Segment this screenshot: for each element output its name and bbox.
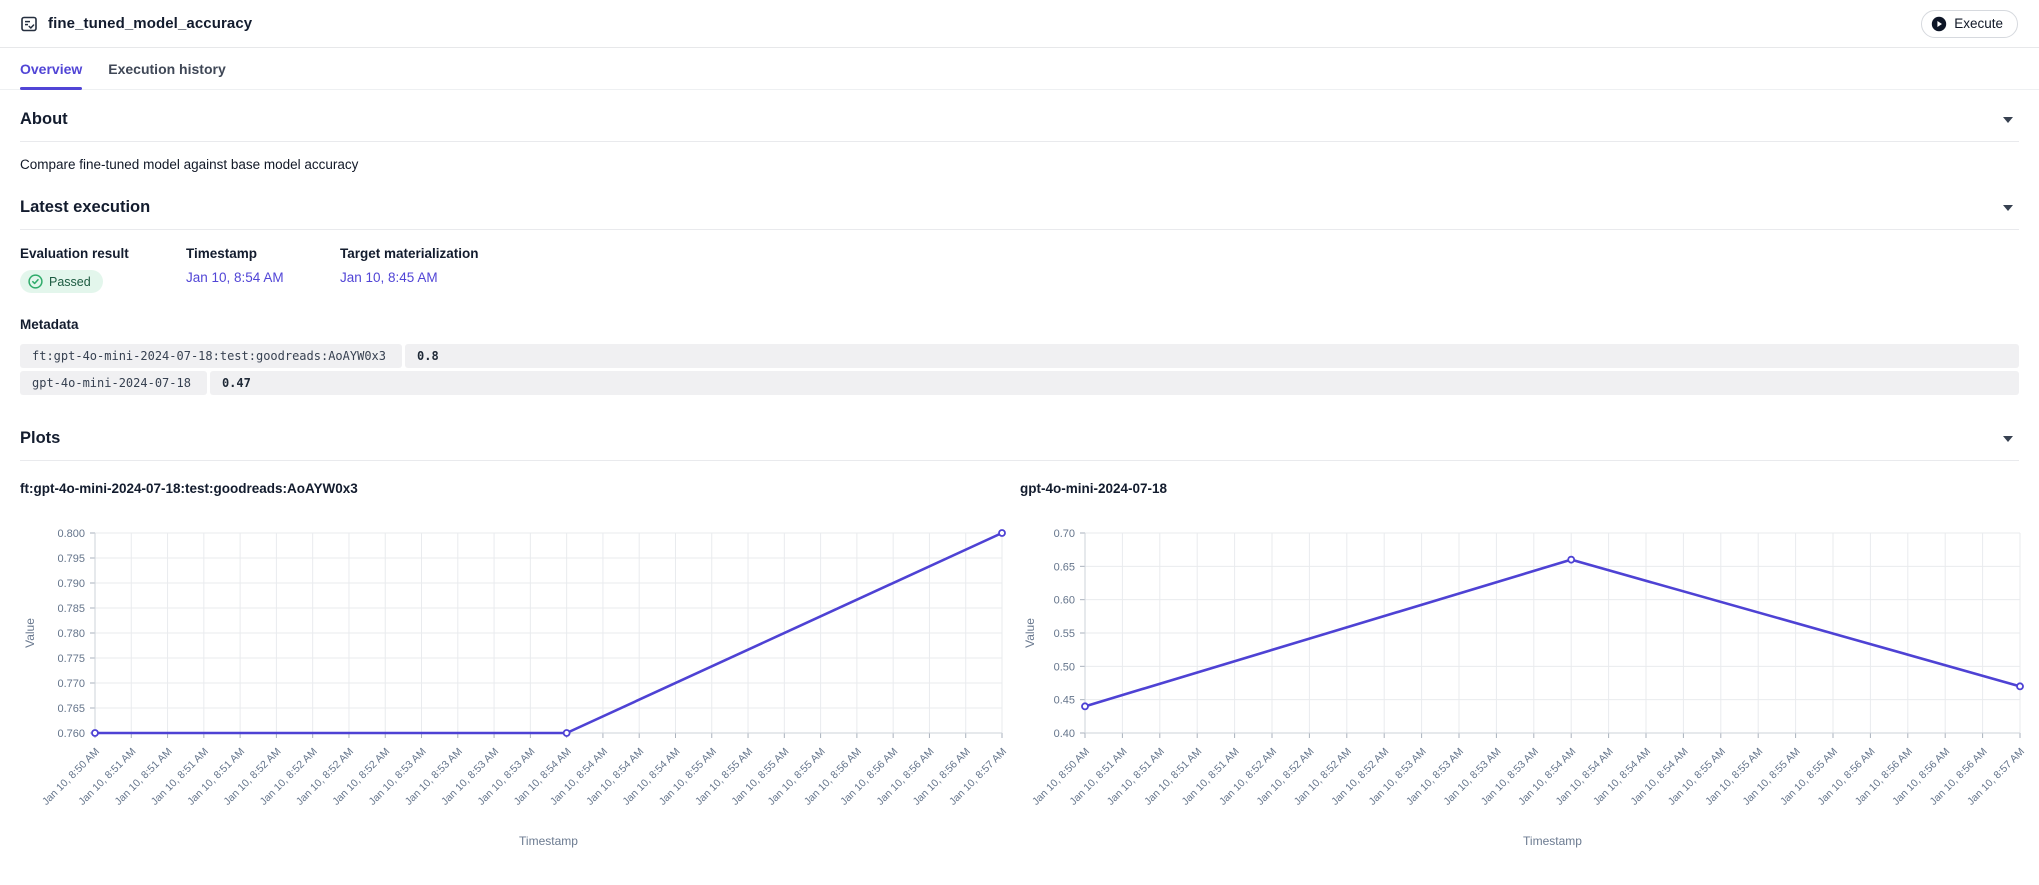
metadata-row: ft:gpt-4o-mini-2024-07-18:test:goodreads… xyxy=(20,344,2019,368)
check-circle-icon xyxy=(28,274,43,289)
y-tick-label: 0.70 xyxy=(1054,528,1075,540)
y-tick-label: 0.785 xyxy=(57,603,85,615)
line-chart-ft-model: 0.760 0.765 0.770 0.775 0.780 0.785 0.790 0.795… xyxy=(20,518,1020,863)
chevron-down-icon[interactable] xyxy=(2003,116,2013,123)
y-grid: 0.40 0.45 0.50 0.55 0.60 0.65 0.70 xyxy=(1054,528,2020,740)
tab-execution-history[interactable]: Execution history xyxy=(108,61,225,89)
chart-title: ft:gpt-4o-mini-2024-07-18:test:goodreads… xyxy=(20,481,358,496)
column-header-evaluation-result: Evaluation result xyxy=(20,246,129,261)
y-tick-label: 0.765 xyxy=(57,703,85,715)
about-description: Compare fine-tuned model against base mo… xyxy=(20,157,359,172)
data-point-marker xyxy=(1081,702,1089,711)
y-axis-title: Value xyxy=(1023,618,1037,648)
plots-heading: Plots xyxy=(20,429,61,447)
metadata-value: 0.8 xyxy=(405,344,2019,368)
y-tick-label: 0.60 xyxy=(1054,595,1075,607)
target-materialization-link[interactable]: Jan 10, 8:45 AM xyxy=(340,270,438,285)
x-axis-title: Timestamp xyxy=(519,834,578,848)
y-tick-label: 0.45 xyxy=(1054,695,1075,707)
header-bar: fine_tuned_model_accuracy Execute xyxy=(0,0,2039,48)
chart-card-base-model: gpt-4o-mini-2024-07-18 0.40 0.45 0.50 0.55 0… xyxy=(1020,481,2039,863)
status-badge-passed: Passed xyxy=(20,270,103,293)
metadata-value: 0.47 xyxy=(209,371,2019,395)
metadata-key: ft:gpt-4o-mini-2024-07-18:test:goodreads… xyxy=(20,344,403,368)
y-grid: 0.760 0.765 0.770 0.775 0.780 0.785 0.790 0.795… xyxy=(57,528,1002,740)
execute-button-label: Execute xyxy=(1954,16,2003,31)
line-chart-base-model: 0.40 0.45 0.50 0.55 0.60 0.65 0.70 Jan 10, 8:50… xyxy=(1020,518,2039,863)
y-tick-label: 0.790 xyxy=(57,578,85,590)
eval-checklist-icon xyxy=(20,15,38,33)
chart-card-ft-model: ft:gpt-4o-mini-2024-07-18:test:goodreads… xyxy=(20,481,1020,863)
y-tick-label: 0.760 xyxy=(57,728,85,740)
y-tick-label: 0.780 xyxy=(57,628,85,640)
y-tick-label: 0.775 xyxy=(57,653,85,665)
chevron-down-icon[interactable] xyxy=(2003,204,2013,211)
timestamp-link[interactable]: Jan 10, 8:54 AM xyxy=(186,270,284,285)
metadata-row: gpt-4o-mini-2024-07-18 0.47 xyxy=(20,371,2019,395)
chart-title: gpt-4o-mini-2024-07-18 xyxy=(1020,481,1168,496)
tab-overview[interactable]: Overview xyxy=(20,61,83,90)
y-tick-label: 0.795 xyxy=(57,553,85,565)
metadata-heading: Metadata xyxy=(20,317,79,332)
tab-bar: Overview Execution history xyxy=(0,61,2039,90)
y-tick-label: 0.55 xyxy=(1054,628,1075,640)
latest-execution-section: Latest execution Evaluation result Passe… xyxy=(0,198,2039,395)
line-chart-svg: 0.40 0.45 0.50 0.55 0.60 0.65 0.70 Jan 10, 8:50… xyxy=(1023,528,2027,848)
metadata-table: ft:gpt-4o-mini-2024-07-18:test:goodreads… xyxy=(20,344,2019,395)
y-tick-label: 0.800 xyxy=(57,528,85,540)
latest-execution-heading: Latest execution xyxy=(20,198,151,216)
x-grid xyxy=(94,533,1003,738)
latest-execution-summary: Evaluation result Passed Timestamp Jan 1… xyxy=(20,246,2019,293)
status-badge-label: Passed xyxy=(49,274,91,289)
metadata-key: gpt-4o-mini-2024-07-18 xyxy=(20,371,207,395)
y-tick-label: 0.65 xyxy=(1054,561,1075,573)
line-chart-svg: 0.760 0.765 0.770 0.775 0.780 0.785 0.790 0.795… xyxy=(23,528,1009,848)
chevron-down-icon[interactable] xyxy=(2003,435,2013,442)
execute-button[interactable]: Execute xyxy=(1921,9,2018,38)
plots-section: Plots xyxy=(0,429,2039,461)
column-header-target-materialization: Target materialization xyxy=(340,246,479,261)
y-tick-label: 0.50 xyxy=(1054,661,1075,673)
plots-row: ft:gpt-4o-mini-2024-07-18:test:goodreads… xyxy=(0,481,2039,863)
about-section: About Compare fine-tuned model against b… xyxy=(0,110,2039,172)
x-grid xyxy=(1084,533,2021,738)
data-point-marker xyxy=(1567,555,1576,564)
y-tick-label: 0.770 xyxy=(57,678,85,690)
data-point-marker xyxy=(998,529,1006,537)
x-axis-title: Timestamp xyxy=(1523,834,1582,848)
data-point-marker xyxy=(91,729,99,737)
page-title: fine_tuned_model_accuracy xyxy=(48,15,253,32)
data-point-marker xyxy=(2016,682,2024,691)
about-heading: About xyxy=(20,110,68,128)
y-axis-title: Value xyxy=(23,618,37,648)
play-circle-icon xyxy=(1931,16,1947,32)
column-header-timestamp: Timestamp xyxy=(186,246,258,261)
y-tick-label: 0.40 xyxy=(1054,728,1075,740)
data-point-marker xyxy=(562,729,571,737)
